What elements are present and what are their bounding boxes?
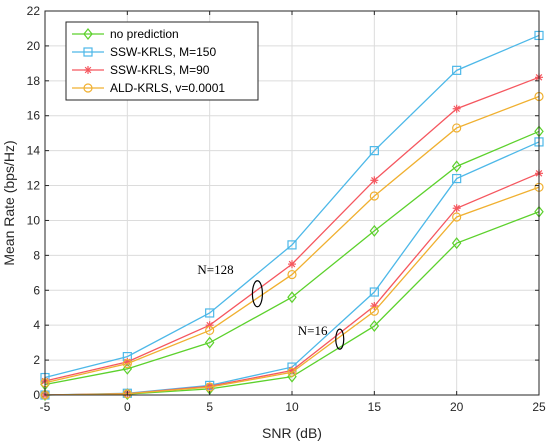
x-tick-label: -5 <box>40 400 51 414</box>
x-axis-label: SNR (dB) <box>262 425 322 441</box>
legend-entry: no prediction <box>72 27 179 41</box>
y-axis-label: Mean Rate (bps/Hz) <box>1 140 17 265</box>
diamond-marker <box>287 291 297 304</box>
circle-marker <box>205 325 215 336</box>
diamond-marker <box>369 224 380 237</box>
square-marker <box>452 65 462 75</box>
square-marker <box>287 240 297 250</box>
y-tick-label: 6 <box>33 283 40 297</box>
y-tick-label: 22 <box>27 4 41 18</box>
asterisk-stroke <box>371 177 378 184</box>
square-marker <box>452 173 462 184</box>
diamond-marker <box>369 320 380 333</box>
y-tick-label: 20 <box>27 39 41 53</box>
asterisk-stroke <box>84 66 92 74</box>
y-tick-label: 12 <box>27 179 41 193</box>
asterisk-stroke <box>288 260 296 268</box>
x-tick-label: 5 <box>206 400 213 414</box>
diamond-marker <box>204 336 215 349</box>
x-tick-label: 20 <box>450 400 464 414</box>
y-tick-label: 8 <box>33 248 40 262</box>
y-tick-label: 16 <box>27 109 41 123</box>
diamond-marker <box>451 237 462 250</box>
y-tick-label: 14 <box>27 144 41 158</box>
legend-box <box>65 21 259 101</box>
circle-marker <box>287 269 297 280</box>
square-marker <box>369 146 379 156</box>
annotation-ellipse <box>251 280 264 308</box>
legend-label: ALD-KRLS, v=0.0001 <box>110 81 225 95</box>
asterisk-marker <box>370 176 379 185</box>
series-line <box>44 130 540 386</box>
x-tick-label: 25 <box>532 400 546 414</box>
square-marker <box>83 47 93 57</box>
y-tick-label: 18 <box>27 74 41 88</box>
circle-marker <box>83 83 93 93</box>
circle-marker <box>452 212 462 222</box>
square-marker <box>369 287 379 297</box>
y-tick-label: 10 <box>27 213 41 227</box>
legend: no prediction SSW-KRLS, M=150 SSW-KRLS, M=… <box>65 21 259 101</box>
asterisk-stroke <box>206 382 213 390</box>
y-tick-label: 0 <box>33 388 40 402</box>
diamond-marker <box>83 28 93 40</box>
circle-marker <box>287 367 297 377</box>
legend-entry: SSW-KRLS, M=90 <box>72 63 210 77</box>
annotation-label: N=16 <box>298 323 328 338</box>
circle-marker <box>122 358 132 369</box>
series-line <box>44 34 540 379</box>
legend-label: SSW-KRLS, M=150 <box>110 45 216 59</box>
x-tick-label: 15 <box>368 400 382 414</box>
legend-entry: SSW-KRLS, M=150 <box>72 45 216 59</box>
asterisk-stroke <box>453 105 460 113</box>
circle-marker <box>122 389 132 399</box>
asterisk-marker <box>452 104 461 113</box>
asterisk-marker <box>84 66 92 74</box>
annotation-label: N=128 <box>197 262 233 277</box>
legend-label: no prediction <box>110 27 179 41</box>
x-tick-label: 0 <box>124 400 131 414</box>
annotation-n-16: N=16 <box>298 323 345 350</box>
legend-label: SSW-KRLS, M=90 <box>110 63 210 77</box>
annotation-n-128: N=128 <box>197 262 264 308</box>
circle-marker <box>452 123 462 133</box>
asterisk-marker <box>288 260 296 269</box>
asterisk-marker <box>452 204 461 213</box>
y-tick-label: 4 <box>33 318 40 332</box>
asterisk-stroke <box>453 204 460 212</box>
annotation-ellipse <box>335 328 345 350</box>
y-tick-label: 2 <box>33 353 40 367</box>
x-tick-label: 10 <box>285 400 299 414</box>
series-line <box>44 95 540 384</box>
circle-marker <box>369 191 379 201</box>
legend-entry: ALD-KRLS, v=0.0001 <box>72 81 225 95</box>
square-marker <box>205 308 215 318</box>
annotations: N=128 N=16 <box>197 262 345 350</box>
diamond-marker <box>451 160 462 173</box>
circle-marker <box>369 306 379 316</box>
diamond-marker <box>40 389 50 401</box>
